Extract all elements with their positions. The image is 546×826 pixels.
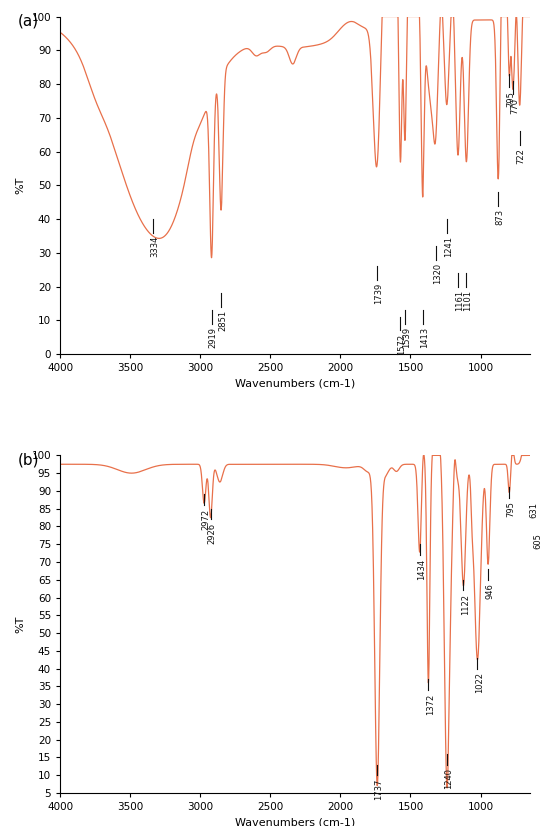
Y-axis label: %T: %T: [16, 177, 26, 194]
Text: 1022: 1022: [474, 672, 484, 693]
Text: 1539: 1539: [402, 327, 411, 349]
Text: 1372: 1372: [425, 694, 435, 714]
Text: 1737: 1737: [375, 779, 383, 800]
Text: 795: 795: [507, 91, 515, 107]
Text: (b): (b): [18, 452, 39, 467]
Text: 1572: 1572: [397, 334, 407, 355]
Text: 1240: 1240: [444, 768, 453, 789]
Text: 1122: 1122: [461, 594, 470, 615]
Text: 1413: 1413: [420, 327, 429, 349]
Text: 1241: 1241: [444, 236, 453, 257]
Text: 2919: 2919: [209, 327, 218, 348]
Text: 3334: 3334: [151, 236, 159, 258]
Text: 631: 631: [530, 501, 538, 518]
Text: 795: 795: [507, 501, 515, 517]
Text: 770: 770: [510, 97, 519, 113]
Text: 1161: 1161: [455, 290, 464, 311]
Text: 722: 722: [517, 148, 526, 164]
Y-axis label: %T: %T: [16, 615, 26, 633]
X-axis label: Wavenumbers (cm-1): Wavenumbers (cm-1): [235, 818, 355, 826]
Text: 2851: 2851: [218, 311, 227, 331]
Text: 1739: 1739: [374, 283, 383, 305]
Text: 1101: 1101: [464, 290, 473, 311]
Text: 605: 605: [533, 534, 542, 549]
Text: 1320: 1320: [433, 263, 442, 284]
Text: (a): (a): [18, 13, 39, 28]
Text: 2972: 2972: [201, 509, 210, 529]
Text: 2926: 2926: [208, 523, 217, 544]
Text: 1434: 1434: [417, 558, 426, 580]
Text: 946: 946: [485, 583, 494, 599]
Text: 873: 873: [496, 209, 505, 225]
X-axis label: Wavenumbers (cm-1): Wavenumbers (cm-1): [235, 378, 355, 389]
